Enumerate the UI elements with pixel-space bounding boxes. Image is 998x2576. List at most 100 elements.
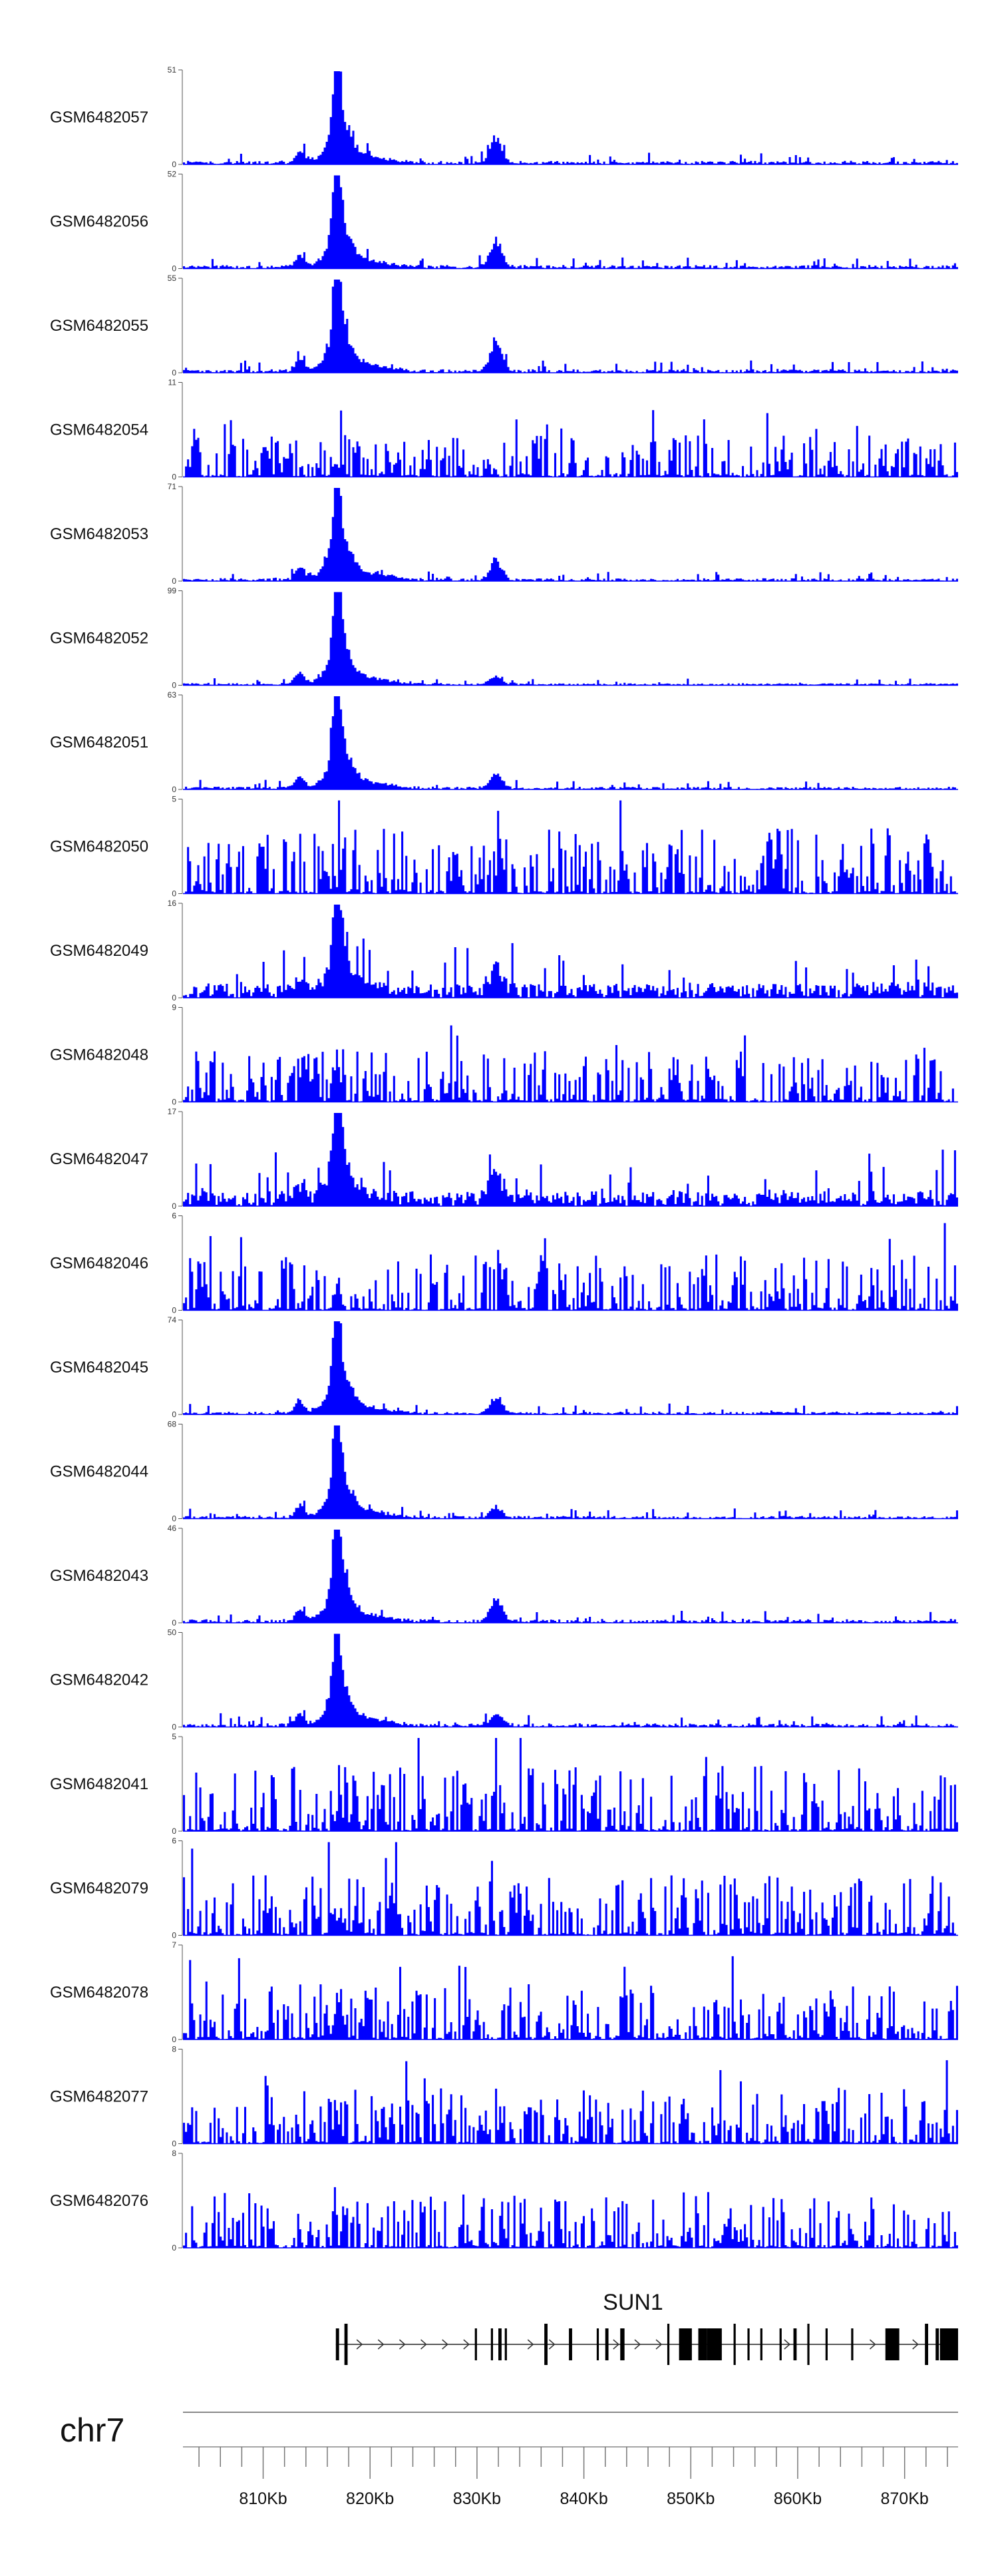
y-max-label: 5 bbox=[172, 1732, 176, 1741]
gene-track: SUN1 bbox=[335, 2290, 958, 2365]
y-max-label: 9 bbox=[172, 1003, 176, 1012]
y-min-label: 0 bbox=[172, 576, 176, 586]
track-GSM6482056: GSM6482056 52 0 bbox=[50, 170, 958, 274]
y-min-label: 0 bbox=[172, 1201, 176, 1211]
exon bbox=[698, 2328, 707, 2360]
y-max-label: 5 bbox=[172, 795, 176, 804]
coverage-area bbox=[183, 905, 958, 998]
track-GSM6482077: GSM6482077 8 0 bbox=[50, 2045, 958, 2149]
track-GSM6482044: GSM6482044 68 0 bbox=[50, 1420, 958, 1524]
track-label: GSM6482051 bbox=[50, 734, 148, 751]
chromosome-label: chr7 bbox=[60, 2412, 124, 2449]
coverage-area bbox=[183, 1842, 958, 1936]
strand-arrow-icon bbox=[527, 2339, 534, 2350]
y-min-label: 0 bbox=[172, 1410, 176, 1419]
track-GSM6482057: GSM6482057 51 0 bbox=[50, 65, 958, 169]
coverage-area bbox=[183, 1738, 958, 1831]
exon bbox=[504, 2328, 507, 2360]
y-max-label: 55 bbox=[168, 274, 177, 283]
coverage-area bbox=[183, 800, 958, 894]
track-label: GSM6482057 bbox=[50, 108, 148, 126]
strand-arrow-icon bbox=[784, 2339, 791, 2350]
track-GSM6482045: GSM6482045 74 0 bbox=[50, 1315, 958, 1419]
y-max-label: 52 bbox=[168, 170, 177, 179]
y-max-label: 11 bbox=[168, 378, 177, 387]
strand-arrow-icon bbox=[634, 2339, 641, 2350]
track-label: GSM6482054 bbox=[50, 421, 148, 439]
coverage-area bbox=[183, 71, 958, 164]
y-max-label: 46 bbox=[168, 1524, 177, 1533]
y-max-label: 51 bbox=[168, 65, 177, 75]
track-label: GSM6482052 bbox=[50, 630, 148, 648]
coverage-area bbox=[183, 1633, 958, 1727]
tick-label: 820Kb bbox=[346, 2489, 394, 2508]
tick-label: 810Kb bbox=[239, 2489, 287, 2508]
track-GSM6482049: GSM6482049 16 0 bbox=[50, 899, 958, 1002]
y-max-label: 50 bbox=[168, 1628, 177, 1637]
track-label: GSM6482056 bbox=[50, 213, 148, 231]
tick-label: 830Kb bbox=[453, 2489, 501, 2508]
track-label: GSM6482077 bbox=[50, 2088, 148, 2106]
y-max-label: 17 bbox=[168, 1107, 177, 1116]
y-min-label: 0 bbox=[172, 1931, 176, 1940]
exon bbox=[605, 2328, 609, 2360]
y-min-label: 0 bbox=[172, 160, 176, 169]
tick-label: 850Kb bbox=[667, 2489, 715, 2508]
strand-arrow-icon bbox=[655, 2339, 663, 2350]
track-label: GSM6482046 bbox=[50, 1255, 148, 1273]
y-max-label: 8 bbox=[172, 2045, 176, 2054]
y-max-label: 71 bbox=[168, 482, 177, 491]
strand-arrow-icon bbox=[912, 2339, 919, 2350]
exon bbox=[679, 2328, 692, 2360]
exon bbox=[885, 2328, 900, 2360]
y-min-label: 0 bbox=[172, 1723, 176, 1732]
y-min-label: 0 bbox=[172, 473, 176, 482]
strand-arrow-icon bbox=[869, 2339, 876, 2350]
y-min-label: 0 bbox=[172, 1514, 176, 1524]
track-GSM6482048: GSM6482048 9 0 bbox=[50, 1003, 958, 1107]
coverage-area bbox=[183, 1956, 958, 2039]
y-max-label: 8 bbox=[172, 2149, 176, 2158]
track-label: GSM6482049 bbox=[50, 942, 148, 960]
coverage-area bbox=[183, 410, 958, 477]
exon bbox=[747, 2328, 750, 2360]
coverage-area bbox=[183, 488, 958, 581]
track-label: GSM6482041 bbox=[50, 1775, 148, 1793]
coverage-tracks: GSM6482057510GSM6482056520GSM6482055550G… bbox=[50, 65, 958, 2253]
strand-arrow-icon bbox=[613, 2339, 619, 2350]
strand-arrow-icon bbox=[399, 2339, 406, 2350]
track-label: GSM6482045 bbox=[50, 1359, 148, 1377]
exon bbox=[498, 2328, 502, 2360]
exon bbox=[544, 2324, 548, 2365]
tick-label: 870Kb bbox=[881, 2489, 929, 2508]
exon bbox=[925, 2324, 929, 2365]
coverage-area bbox=[183, 280, 958, 373]
track-GSM6482047: GSM6482047 17 0 bbox=[50, 1107, 958, 1211]
track-label: GSM6482078 bbox=[50, 1984, 148, 2002]
strand-arrow-icon bbox=[442, 2339, 448, 2350]
track-label: GSM6482053 bbox=[50, 525, 148, 543]
coverage-area bbox=[183, 2187, 958, 2248]
track-GSM6482046: GSM6482046 6 0 bbox=[50, 1211, 958, 1315]
coverage-area bbox=[183, 1321, 958, 1414]
track-GSM6482051: GSM6482051 63 0 bbox=[50, 690, 958, 794]
exon bbox=[807, 2324, 810, 2365]
y-min-label: 0 bbox=[172, 1618, 176, 1627]
track-GSM6482078: GSM6482078 7 0 bbox=[50, 1940, 958, 2044]
y-max-label: 6 bbox=[172, 1836, 176, 1846]
track-label: GSM6482044 bbox=[50, 1463, 148, 1481]
coverage-area bbox=[183, 696, 958, 789]
strand-arrow-icon bbox=[548, 2339, 556, 2350]
exon bbox=[596, 2328, 599, 2360]
y-min-label: 0 bbox=[172, 993, 176, 1002]
y-max-label: 99 bbox=[168, 586, 177, 596]
track-GSM6482079: GSM6482079 6 0 bbox=[50, 1836, 958, 1940]
y-max-label: 16 bbox=[168, 899, 177, 908]
strand-arrow-icon bbox=[356, 2339, 363, 2350]
strand-arrow-icon bbox=[420, 2339, 427, 2350]
exon bbox=[939, 2328, 958, 2360]
exon bbox=[490, 2328, 493, 2360]
exon bbox=[825, 2328, 828, 2360]
exon bbox=[793, 2328, 797, 2360]
coverage-area bbox=[183, 2060, 958, 2144]
